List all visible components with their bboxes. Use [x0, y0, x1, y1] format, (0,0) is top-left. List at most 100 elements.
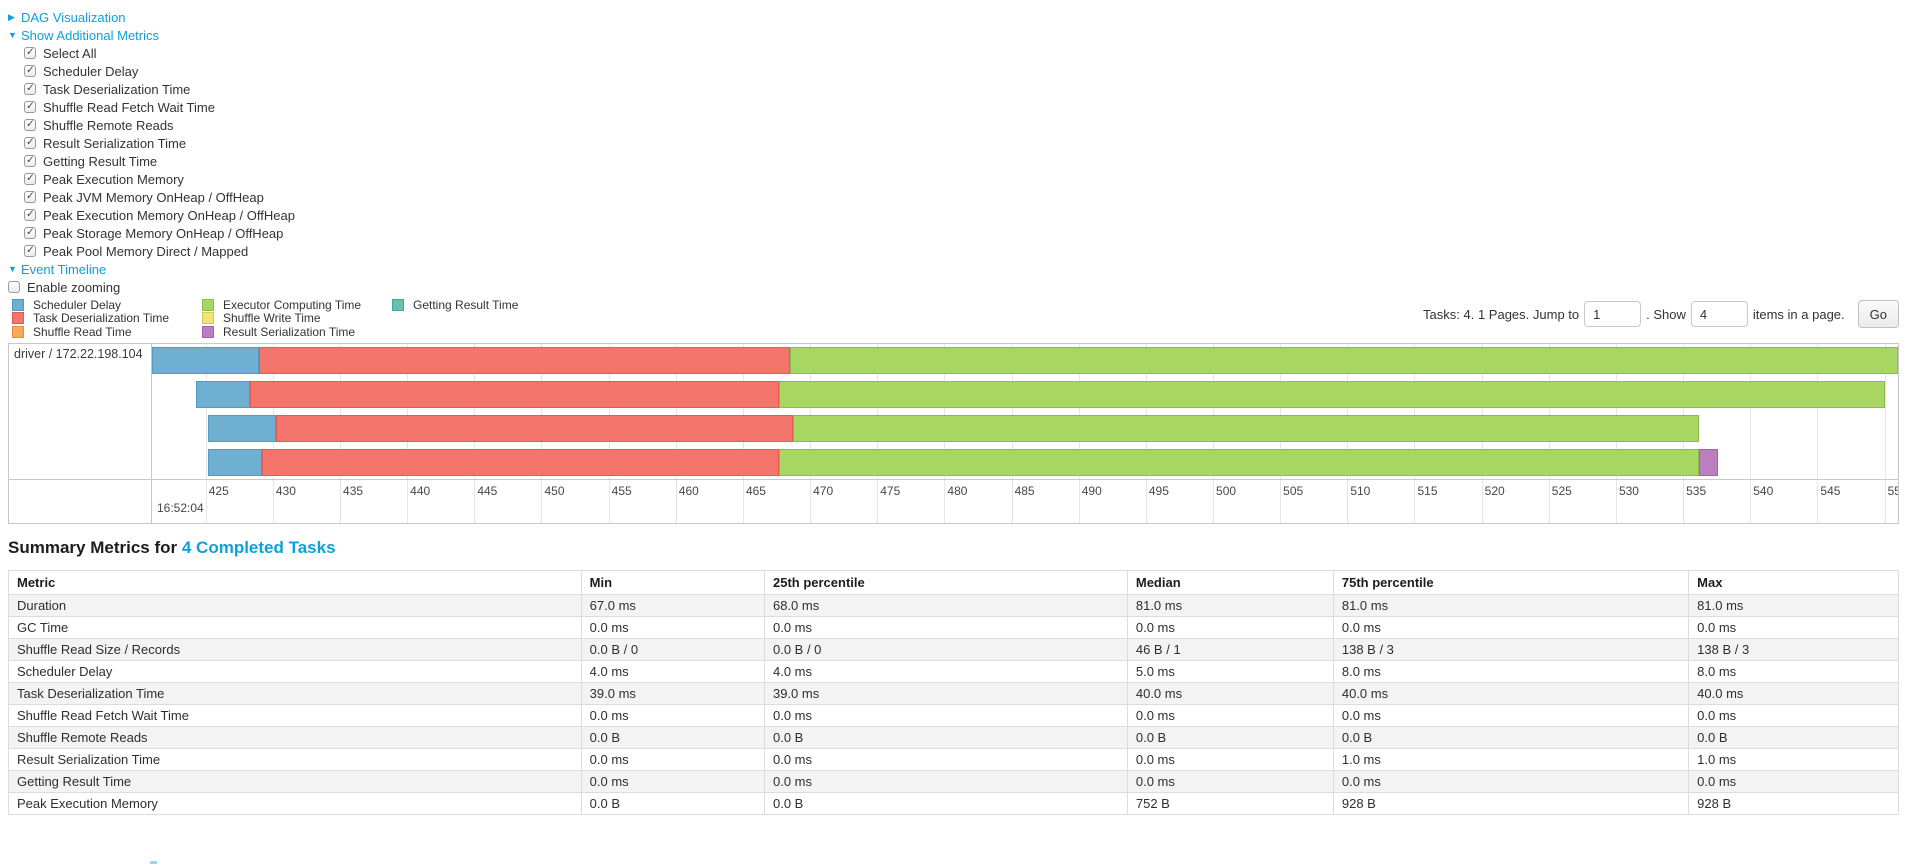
- metric-value-cell: 138 B / 3: [1688, 637, 1899, 661]
- table-row: Peak Execution Memory 0.0 B 0.0 B 752 B 928 …: [8, 791, 1899, 815]
- metric-checkbox-row: Result Serialization Time: [24, 134, 1907, 152]
- task-bar-segment-task-deserialization[interactable]: [250, 380, 780, 408]
- task-bar-segment-task-deserialization[interactable]: [275, 414, 793, 442]
- summary-table-body: Duration 67.0 ms 68.0 ms 81.0 ms 81.0 ms 81.0…: [8, 593, 1899, 815]
- summary-header-cell: Median: [1126, 569, 1334, 595]
- metric-value-cell: 4.0 ms: [580, 659, 765, 683]
- metric-checkbox[interactable]: [24, 190, 36, 203]
- summary-header-cell: Max: [1688, 569, 1899, 595]
- metric-checkbox[interactable]: [24, 208, 36, 221]
- metric-checkbox[interactable]: [24, 136, 36, 149]
- timeline-header: Scheduler Delay Task Deserialization Time…: [12, 298, 1899, 339]
- shuffle_read-swatch-icon: [12, 325, 24, 338]
- metric-checkbox[interactable]: [24, 244, 36, 257]
- completed-tasks-link[interactable]: 4 Completed Tasks: [181, 537, 336, 557]
- metric-name-cell: Task Deserialization Time: [8, 681, 582, 705]
- metric-value-cell: 0.0 ms: [1332, 769, 1690, 793]
- tick-label: 525: [1551, 483, 1572, 498]
- metric-name-cell: Scheduler Delay: [8, 659, 582, 683]
- metric-checkbox[interactable]: [24, 154, 36, 167]
- tick-label: 515: [1417, 483, 1438, 498]
- metric-value-cell: 68.0 ms: [763, 593, 1128, 617]
- tick-label: 490: [1081, 483, 1102, 498]
- shuffle_write-swatch-icon: [202, 312, 214, 325]
- metric-value-cell: 0.0 B: [763, 725, 1128, 749]
- summary-header-cell: 75th percentile: [1332, 569, 1690, 595]
- metric-value-cell: 0.0 B / 0: [763, 637, 1128, 661]
- table-row: GC Time 0.0 ms 0.0 ms 0.0 ms 0.0 ms 0.0 ms: [8, 615, 1899, 639]
- task-bar-segment-scheduler-delay[interactable]: [208, 448, 263, 476]
- metric-value-cell: 0.0 B / 0: [580, 637, 765, 661]
- metric-checkbox[interactable]: [24, 82, 36, 95]
- executor-row-label: driver / 172.22.198.104: [9, 343, 152, 523]
- metric-value-cell: 40.0 ms: [1332, 681, 1690, 705]
- metric-checkbox-row: Select All: [24, 44, 1907, 62]
- tick-label: 475: [880, 483, 901, 498]
- table-row: Scheduler Delay 4.0 ms 4.0 ms 5.0 ms 8.0 ms 8…: [8, 659, 1899, 683]
- metric-checkbox-row: Peak JVM Memory OnHeap / OffHeap: [24, 188, 1907, 206]
- metric-value-cell: 0.0 ms: [580, 703, 765, 727]
- metric-name-cell: Peak Execution Memory: [8, 791, 582, 815]
- metric-value-cell: 0.0 B: [1688, 725, 1899, 749]
- show-additional-metrics-toggle[interactable]: ▼ Show Additional Metrics: [8, 26, 1907, 44]
- metric-value-cell: 39.0 ms: [763, 681, 1128, 705]
- clipped-next-section: [150, 861, 157, 864]
- table-row: Shuffle Read Fetch Wait Time 0.0 ms 0.0 ms…: [8, 703, 1899, 727]
- legend-label: Shuffle Read Time: [33, 324, 132, 339]
- metric-value-cell: 0.0 ms: [763, 747, 1128, 771]
- metric-checkbox-label: Select All: [43, 45, 97, 61]
- go-button[interactable]: Go: [1857, 300, 1899, 328]
- metric-checkbox-row: Peak Storage Memory OnHeap / OffHeap: [24, 224, 1907, 242]
- tick-label: 495: [1148, 483, 1169, 498]
- metric-checkbox[interactable]: [24, 172, 36, 185]
- metric-checkbox-label: Peak Execution Memory: [43, 171, 184, 187]
- dag-visualization-label: DAG Visualization: [21, 9, 126, 25]
- metric-checkbox[interactable]: [24, 100, 36, 113]
- stage-nav-section: ▶ DAG Visualization ▼ Show Additional Me…: [0, 0, 1907, 296]
- metric-value-cell: 39.0 ms: [580, 681, 765, 705]
- metric-value-cell: 46 B / 1: [1126, 637, 1334, 661]
- task-bar-segment-executor-computing[interactable]: [789, 346, 1898, 374]
- task-bar-segment-executor-computing[interactable]: [779, 448, 1700, 476]
- task-bar-segment-scheduler-delay[interactable]: [152, 346, 260, 374]
- dag-visualization-toggle[interactable]: ▶ DAG Visualization: [8, 8, 1907, 26]
- task-bar-segment-task-deserialization[interactable]: [262, 448, 780, 476]
- metric-value-cell: 1.0 ms: [1332, 747, 1690, 771]
- metric-value-cell: 81.0 ms: [1332, 593, 1690, 617]
- task-bar-segment-executor-computing[interactable]: [792, 414, 1700, 442]
- task-bar-segment-scheduler-delay[interactable]: [196, 380, 251, 408]
- metric-value-cell: 0.0 ms: [763, 703, 1128, 727]
- event-timeline-toggle[interactable]: ▼ Event Timeline: [8, 260, 1907, 278]
- metric-value-cell: 5.0 ms: [1126, 659, 1334, 683]
- jump-to-page-input[interactable]: [1584, 301, 1642, 327]
- legend-column: Scheduler Delay Task Deserialization Time…: [12, 298, 178, 339]
- metric-checkbox[interactable]: [24, 64, 36, 77]
- metric-value-cell: 0.0 ms: [1126, 703, 1334, 727]
- items-per-page-input[interactable]: [1690, 301, 1748, 327]
- axis-time-label: 16:52:04: [157, 500, 204, 515]
- metric-value-cell: 0.0 ms: [1688, 703, 1899, 727]
- summary-table-head: Metric Min 25th percentile Median 75th perce…: [8, 569, 1899, 595]
- legend-item: Executor Computing Time: [202, 298, 368, 312]
- metric-name-cell: Shuffle Read Size / Records: [8, 637, 582, 661]
- metric-checkbox[interactable]: [24, 118, 36, 131]
- metric-value-cell: 81.0 ms: [1688, 593, 1899, 617]
- task-bar-segment-result-serialization[interactable]: [1699, 448, 1719, 476]
- task-bar-segment-executor-computing[interactable]: [779, 380, 1885, 408]
- metric-checkbox-label: Task Deserialization Time: [43, 81, 191, 97]
- metric-checkbox[interactable]: [24, 46, 36, 59]
- additional-metrics-list: Select All Scheduler Delay Task Deserializ…: [8, 44, 1907, 260]
- enable-zooming-checkbox[interactable]: [8, 281, 20, 293]
- metric-value-cell: 0.0 ms: [763, 615, 1128, 639]
- timeline-plot-area: 425 430 435 440 445 450 455 460 465 470 475 480 485 4…: [152, 343, 1898, 523]
- tick-label: 500: [1216, 483, 1237, 498]
- metric-value-cell: 0.0 ms: [1332, 615, 1690, 639]
- task-bar-segment-task-deserialization[interactable]: [259, 346, 790, 374]
- legend-item: Getting Result Time: [392, 298, 558, 312]
- metric-value-cell: 928 B: [1332, 791, 1690, 815]
- task-bar-segment-scheduler-delay[interactable]: [208, 414, 276, 442]
- metric-checkbox[interactable]: [24, 226, 36, 239]
- tick-label: 430: [275, 483, 296, 498]
- metric-checkbox-row: Task Deserialization Time: [24, 80, 1907, 98]
- table-row: Getting Result Time 0.0 ms 0.0 ms 0.0 ms 0.0…: [8, 769, 1899, 793]
